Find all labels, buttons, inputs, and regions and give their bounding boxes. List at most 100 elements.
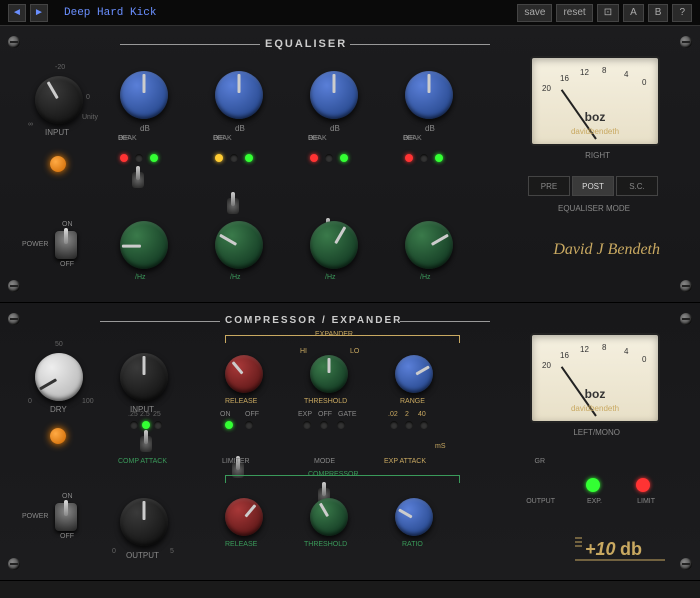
exp-attack-label: EXP ATTACK [384, 458, 426, 465]
eq-mode-buttons: PRE POST S.C. [528, 176, 658, 196]
equaliser-section: EQUALISER INPUT -20 0 ∞ Unity dB dB dB d… [0, 26, 700, 303]
power-label: POWER [22, 513, 48, 520]
divider [120, 44, 260, 45]
eq-meter: 20 16 12 8 4 0 boz davidbendeth [530, 56, 660, 146]
dip-peak-switch-1[interactable] [130, 164, 146, 190]
eq-mode-pre-button[interactable]: PRE [528, 176, 570, 196]
signature: David J Bendeth [553, 241, 660, 259]
divider [350, 44, 490, 45]
ea-led-2 [405, 421, 413, 429]
lim-on-led [225, 421, 233, 429]
screw-icon [680, 558, 692, 570]
meter-sublogo: davidbendeth [571, 127, 619, 136]
meter-channel-label: LEFT/MONO [573, 428, 620, 437]
divider [100, 321, 220, 322]
limiter-label: LIMITER [222, 458, 250, 465]
dip-led-2 [215, 154, 223, 162]
save-button[interactable]: save [517, 4, 552, 22]
threshold-label: THRESHOLD [304, 398, 347, 405]
preset-name[interactable]: Deep Hard Kick [52, 7, 168, 19]
dip-peak-switch-2[interactable] [225, 190, 241, 216]
limit-led [636, 478, 650, 492]
mode-led-2 [320, 421, 328, 429]
comp-attack-switch[interactable] [138, 428, 154, 454]
lim-off-led [245, 421, 253, 429]
unit: /Hz [420, 274, 431, 281]
screw-icon [8, 280, 20, 292]
compressor-label: COMPRESSOR [308, 471, 359, 478]
meter-channel-label: RIGHT [585, 151, 610, 160]
ratio-label: RATIO [402, 541, 423, 548]
eq-gain-1-knob[interactable] [120, 71, 168, 119]
topbar: ◄ ► Deep Hard Kick save reset ⊡ A B ? [0, 0, 700, 26]
compressor-section: COMPRESSOR / EXPANDER EXPANDER DRY 0 50 … [0, 303, 700, 581]
comp-power-switch[interactable] [55, 503, 77, 531]
eq-gain-4-knob[interactable] [405, 71, 453, 119]
svg-text:+10: +10 [585, 539, 616, 559]
comp-input-knob[interactable] [120, 353, 168, 401]
eq-mode-sc-button[interactable]: S.C. [616, 176, 658, 196]
exp-range-knob[interactable] [395, 355, 433, 393]
plugin-window: ◄ ► Deep Hard Kick save reset ⊡ A B ? EQ… [0, 0, 700, 581]
ea-led-3 [420, 421, 428, 429]
power-on-label: ON [62, 221, 73, 228]
plugin-logo: +10db [570, 530, 670, 565]
reset-button[interactable]: reset [556, 4, 592, 22]
next-preset-button[interactable]: ► [30, 4, 48, 22]
eq-active-led [50, 156, 66, 172]
tick: -20 [55, 64, 65, 71]
eq-power-switch[interactable] [55, 231, 77, 259]
eq-freq-3-knob[interactable] [310, 221, 358, 269]
dip-led-3 [310, 154, 318, 162]
unit: dB [425, 124, 435, 133]
dry-label: DRY [50, 405, 67, 414]
copy-button[interactable]: ⊡ [597, 4, 619, 22]
peak-led-1 [150, 154, 158, 162]
unit: /Hz [230, 274, 241, 281]
unit: /Hz [325, 274, 336, 281]
svg-text:db: db [620, 539, 642, 559]
a-button[interactable]: A [623, 4, 644, 22]
comp-attack-label: COMP ATTACK [118, 458, 167, 465]
mode-led-3 [337, 421, 345, 429]
o-led-1 [135, 154, 143, 162]
ca-led-1 [130, 421, 138, 429]
eq-freq-2-knob[interactable] [215, 221, 263, 269]
comp-title: COMPRESSOR / EXPANDER [225, 315, 402, 326]
prev-preset-button[interactable]: ◄ [8, 4, 26, 22]
screw-icon [680, 313, 692, 325]
power-off-label: OFF [60, 261, 74, 268]
eq-gain-2-knob[interactable] [215, 71, 263, 119]
exp-threshold-knob[interactable] [310, 355, 348, 393]
peak-led-3 [340, 154, 348, 162]
dry-knob[interactable] [35, 353, 83, 401]
meter-logo: boz [585, 110, 606, 124]
o-led-4 [420, 154, 428, 162]
power-label: POWER [22, 241, 48, 248]
exp-release-knob[interactable] [225, 355, 263, 393]
comp-output-knob[interactable] [120, 498, 168, 546]
mode-led-1 [303, 421, 311, 429]
unit: dB [330, 124, 340, 133]
ca-led-3 [154, 421, 162, 429]
dip-led-4 [405, 154, 413, 162]
comp-release-knob[interactable] [225, 498, 263, 536]
comp-active-led [50, 428, 66, 444]
eq-mode-post-button[interactable]: POST [572, 176, 614, 196]
eq-mode-label: EQUALISER MODE [558, 204, 630, 213]
eq-input-knob[interactable] [35, 76, 83, 124]
eq-freq-4-knob[interactable] [405, 221, 453, 269]
exp-led [586, 478, 600, 492]
help-button[interactable]: ? [672, 4, 692, 22]
eq-freq-1-knob[interactable] [120, 221, 168, 269]
o-led-3 [325, 154, 333, 162]
eq-gain-3-knob[interactable] [310, 71, 358, 119]
unit: /Hz [135, 274, 146, 281]
screw-icon [8, 558, 20, 570]
comp-ratio-knob[interactable] [395, 498, 433, 536]
output-label: OUTPUT [126, 551, 159, 560]
comp-threshold-knob[interactable] [310, 498, 348, 536]
screw-icon [8, 36, 20, 48]
screw-icon [680, 280, 692, 292]
b-button[interactable]: B [648, 4, 669, 22]
